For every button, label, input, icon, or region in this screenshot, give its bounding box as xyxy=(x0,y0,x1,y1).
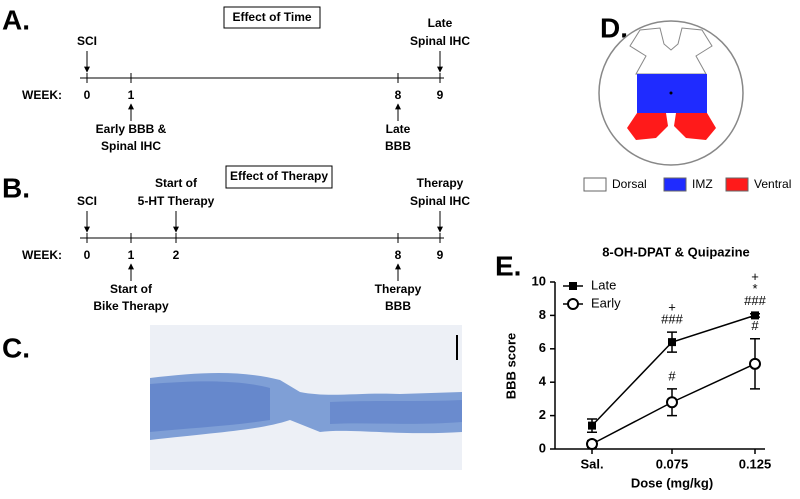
legend-swatch xyxy=(583,177,607,192)
cord-diagram xyxy=(598,20,744,166)
event-label: SCI xyxy=(77,194,97,208)
event-label: SCI xyxy=(77,34,97,48)
week-label: 8 xyxy=(395,248,402,262)
panel-label: C. xyxy=(2,332,30,363)
annotation: ### xyxy=(661,312,683,327)
legend-label: Dorsal xyxy=(612,177,647,191)
event-label: Bike Therapy xyxy=(93,299,169,313)
y-axis-label: BBB score xyxy=(503,333,518,399)
event-label: 5-HT Therapy xyxy=(138,194,215,208)
legend-label: Ventral xyxy=(754,177,791,191)
point xyxy=(666,396,678,409)
annotation: # xyxy=(751,318,759,333)
legend-label: Late xyxy=(591,277,616,292)
title-box xyxy=(223,6,321,29)
y-tick-label: 8 xyxy=(539,307,546,322)
point xyxy=(588,421,596,430)
point xyxy=(668,338,676,347)
legend-swatch xyxy=(725,177,749,192)
point xyxy=(751,311,759,320)
panel-title: Effect of Therapy xyxy=(230,169,328,183)
event-label: BBB xyxy=(385,299,411,313)
legend-swatch xyxy=(663,177,687,192)
week-label: 0 xyxy=(84,88,91,102)
title-box xyxy=(225,165,333,189)
x-tick-label: Sal. xyxy=(580,456,603,471)
y-tick-label: 10 xyxy=(532,273,546,288)
event-label: Late xyxy=(428,16,453,30)
event-label: BBB xyxy=(385,139,411,153)
x-axis-label: Dose (mg/kg) xyxy=(631,475,713,490)
week-label: 9 xyxy=(437,248,444,262)
event-label: Spinal IHC xyxy=(410,194,470,208)
tissue-image xyxy=(150,325,462,470)
week-label: 9 xyxy=(437,88,444,102)
legend-marker xyxy=(567,298,579,310)
week-label: 0 xyxy=(84,248,91,262)
event-label: Therapy xyxy=(417,176,464,190)
legend-label: Early xyxy=(591,295,621,310)
x-tick-label: 0.125 xyxy=(739,456,772,471)
axis-label: WEEK: xyxy=(22,248,62,262)
y-tick-label: 0 xyxy=(539,440,546,455)
y-tick-label: 2 xyxy=(539,407,546,422)
panel-title: Effect of Time xyxy=(232,10,311,24)
week-label: 1 xyxy=(128,248,135,262)
event-label: Start of xyxy=(110,282,153,296)
event-label: Therapy xyxy=(375,282,422,296)
event-label: Early BBB & xyxy=(96,122,167,136)
event-label: Spinal IHC xyxy=(101,139,161,153)
point xyxy=(749,357,761,370)
y-tick-label: 4 xyxy=(539,374,547,389)
event-label: Late xyxy=(386,122,411,136)
legend-label: IMZ xyxy=(692,177,713,191)
event-label: Spinal IHC xyxy=(410,34,470,48)
event-label: Start of xyxy=(155,176,198,190)
axis-label: WEEK: xyxy=(22,88,62,102)
chart-title: 8-OH-DPAT & Quipazine xyxy=(602,244,750,259)
week-label: 1 xyxy=(128,88,135,102)
panel-label: A. xyxy=(2,4,30,35)
x-tick-label: 0.075 xyxy=(656,456,689,471)
y-tick-label: 6 xyxy=(539,340,546,355)
annotation: ### xyxy=(744,293,766,308)
panel-label: B. xyxy=(2,172,30,203)
panel-label: E. xyxy=(495,250,521,281)
week-label: 8 xyxy=(395,88,402,102)
annotation: # xyxy=(668,368,676,383)
annotation: + xyxy=(668,300,676,315)
annotation: + xyxy=(751,269,759,284)
legend-marker xyxy=(569,282,577,290)
annotation: * xyxy=(752,281,757,296)
week-label: 2 xyxy=(173,248,180,262)
point xyxy=(586,437,598,450)
